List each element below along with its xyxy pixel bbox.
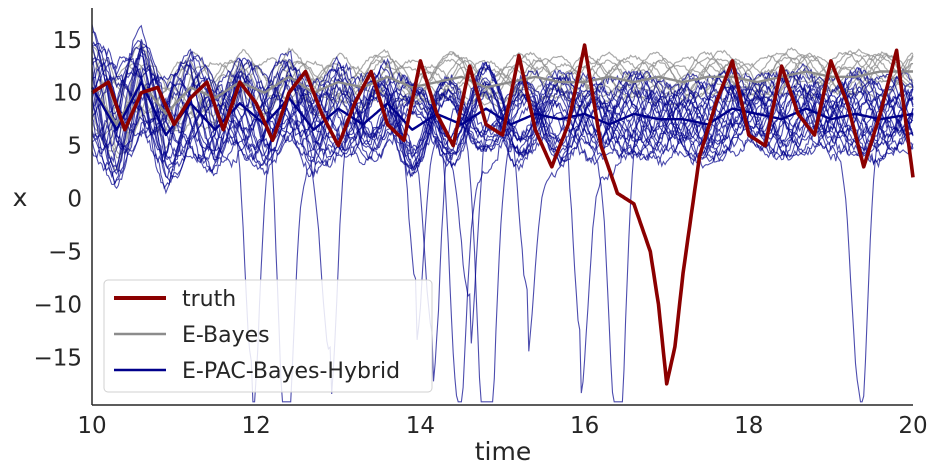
legend-label-truth: truth [182, 287, 236, 312]
legend-label-e-pac-bayes-hybrid: E-PAC-Bayes-Hybrid [182, 359, 400, 384]
y-axis-label: x [13, 183, 28, 212]
axes [91, 8, 913, 406]
y-tick-label: 0 [67, 187, 82, 213]
series-lines [90, 43, 915, 386]
hybrid-member-line [91, 24, 914, 155]
hybrid-member-line [91, 66, 914, 190]
y-tick-label: 15 [53, 28, 82, 54]
legend: truth E-Bayes E-PAC-Bayes-Hybrid [103, 279, 433, 393]
y-tick-label: −10 [33, 292, 82, 318]
x-tick-label: 16 [570, 413, 599, 439]
legend-box [103, 279, 433, 393]
hybrid-member-line [91, 31, 914, 155]
x-tick-label: 10 [77, 413, 106, 439]
truth-line [90, 43, 915, 386]
x-tick-label: 18 [734, 413, 763, 439]
x-tick-label: 20 [898, 413, 927, 439]
x-tick-label: 14 [406, 413, 435, 439]
x-tick-label: 12 [242, 413, 271, 439]
y-tick-label: 10 [53, 81, 82, 107]
y-tick-label: −15 [33, 345, 82, 371]
y-tick-label: 5 [67, 134, 82, 160]
hybrid-member-line [91, 44, 914, 175]
tick-labels: 10 12 14 16 18 20 −15 −10 −5 0 5 10 15 [33, 28, 927, 439]
y-tick-label: −5 [48, 239, 82, 265]
x-axis-label: time [475, 437, 531, 466]
legend-label-e-bayes: E-Bayes [182, 323, 270, 348]
hybrid-member-line [91, 39, 914, 169]
e-bayes-mean-line [90, 70, 913, 126]
